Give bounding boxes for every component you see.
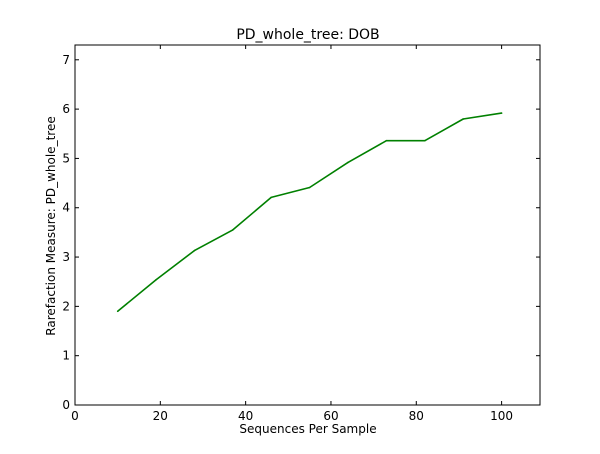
- y-tick-label: 1: [62, 349, 70, 363]
- series-layer: [116, 112, 503, 313]
- y-tick-label: 6: [62, 102, 70, 116]
- x-tick-label: 20: [153, 409, 168, 423]
- y-tick-label: 7: [62, 53, 70, 67]
- plot-frame: [74, 44, 541, 406]
- data-point: [270, 196, 273, 199]
- x-tick-label: 40: [238, 409, 253, 423]
- data-point: [193, 249, 196, 252]
- x-tick-label: 80: [409, 409, 424, 423]
- data-point: [308, 186, 311, 189]
- y-axis-label: Rarefaction Measure: PD_whole_tree: [44, 116, 58, 335]
- y-tick-label: 4: [62, 201, 70, 215]
- x-axis-label: Sequences Per Sample: [239, 422, 376, 436]
- data-point: [155, 278, 157, 281]
- data-point: [385, 139, 388, 142]
- data-point: [116, 310, 119, 313]
- data-point: [462, 118, 465, 120]
- data-point: [500, 112, 503, 114]
- data-point: [232, 229, 234, 231]
- x-tick-label: 100: [490, 409, 513, 423]
- chart-title: PD_whole_tree: DOB: [236, 27, 379, 43]
- y-tick-label: 3: [62, 250, 70, 264]
- ticks-layer: 0 20 40 60 80 100 0 1 2 3 4 5 6 7: [62, 45, 540, 423]
- y-tick-label: 0: [62, 398, 70, 412]
- y-tick-label: 5: [62, 151, 70, 165]
- x-tick-label: 0: [71, 409, 79, 423]
- data-point: [347, 161, 349, 164]
- data-point: [424, 139, 426, 142]
- x-tick-label: 60: [323, 409, 338, 423]
- y-tick-label: 2: [62, 299, 70, 313]
